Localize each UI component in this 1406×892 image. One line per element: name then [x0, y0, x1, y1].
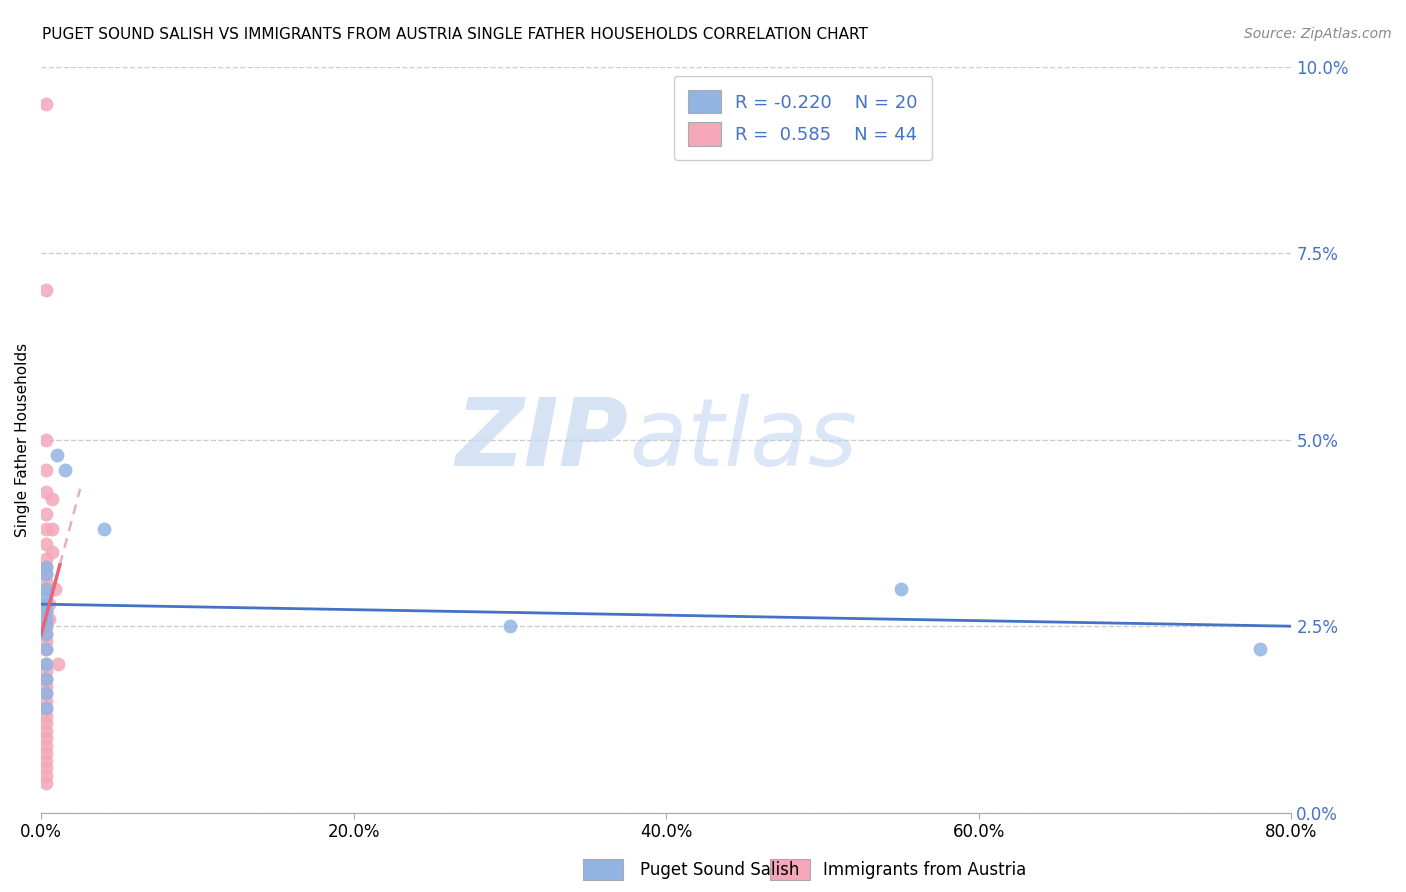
Point	[35, 552, 58, 566]
Point	[35, 462, 58, 476]
Point	[35, 754, 58, 768]
Point	[93, 522, 115, 536]
Point	[35, 709, 58, 723]
Point	[35, 627, 58, 641]
Point	[35, 567, 58, 582]
Point	[45, 448, 67, 462]
Text: atlas: atlas	[628, 394, 858, 485]
Point	[35, 574, 58, 589]
Legend: R = -0.220    N = 20, R =  0.585    N = 44: R = -0.220 N = 20, R = 0.585 N = 44	[673, 76, 932, 160]
Point	[35, 619, 58, 633]
Point	[35, 664, 58, 678]
Point	[35, 537, 58, 551]
Point	[890, 582, 912, 596]
Point	[35, 776, 58, 790]
Text: PUGET SOUND SALISH VS IMMIGRANTS FROM AUSTRIA SINGLE FATHER HOUSEHOLDS CORRELATI: PUGET SOUND SALISH VS IMMIGRANTS FROM AU…	[42, 27, 868, 42]
Text: Puget Sound Salish: Puget Sound Salish	[640, 861, 799, 879]
Point	[35, 768, 58, 782]
Point	[46, 657, 69, 671]
Point	[41, 492, 63, 507]
Text: Immigrants from Austria: Immigrants from Austria	[823, 861, 1026, 879]
Point	[41, 544, 63, 558]
Point	[35, 582, 58, 596]
Point	[35, 657, 58, 671]
Point	[53, 462, 76, 476]
Point	[35, 716, 58, 731]
Point	[35, 597, 58, 611]
Point	[35, 612, 58, 626]
Point	[35, 641, 58, 656]
Point	[35, 701, 58, 715]
Point	[35, 590, 58, 604]
Point	[35, 731, 58, 746]
Point	[35, 634, 58, 648]
Point	[35, 686, 58, 700]
Point	[35, 604, 58, 618]
Point	[35, 96, 58, 111]
Point	[35, 679, 58, 693]
Point	[499, 619, 522, 633]
Point	[35, 746, 58, 760]
Point	[35, 582, 58, 596]
Point	[35, 619, 58, 633]
Point	[1249, 641, 1271, 656]
Point	[38, 612, 60, 626]
Point	[35, 485, 58, 500]
Point	[35, 522, 58, 536]
Point	[38, 597, 60, 611]
Point	[35, 641, 58, 656]
Point	[35, 559, 58, 574]
Point	[35, 657, 58, 671]
Point	[35, 686, 58, 700]
Point	[35, 627, 58, 641]
Point	[35, 672, 58, 686]
Point	[35, 567, 58, 582]
Point	[44, 582, 66, 596]
Point	[35, 284, 58, 298]
Point	[35, 739, 58, 753]
Point	[35, 612, 58, 626]
Point	[41, 522, 63, 536]
Y-axis label: Single Father Households: Single Father Households	[15, 343, 30, 537]
Text: Source: ZipAtlas.com: Source: ZipAtlas.com	[1244, 27, 1392, 41]
Point	[35, 433, 58, 447]
Point	[35, 694, 58, 708]
Point	[35, 508, 58, 522]
Point	[35, 604, 58, 618]
Point	[35, 559, 58, 574]
Point	[35, 761, 58, 775]
Point	[35, 723, 58, 738]
Point	[35, 701, 58, 715]
Point	[35, 597, 58, 611]
Text: ZIP: ZIP	[456, 393, 628, 486]
Point	[35, 672, 58, 686]
